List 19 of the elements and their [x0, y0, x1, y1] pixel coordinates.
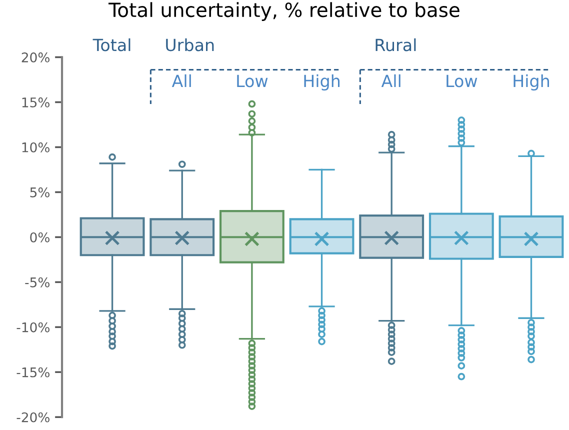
- y-tick-label: -5%: [25, 277, 50, 288]
- y-tick-label: -10%: [16, 322, 50, 332]
- x-tick-label: Low: [446, 74, 478, 88]
- x-tick-label: All: [381, 74, 400, 88]
- x-tick-label: Low: [237, 74, 268, 88]
- chart-title: Total uncertainty, % relative to base: [108, 2, 460, 21]
- y-tick-label: 20%: [22, 52, 50, 62]
- text: Urban: [166, 38, 214, 52]
- y-tick-label: -15%: [16, 367, 50, 378]
- y-tick-label: 10%: [22, 142, 50, 152]
- y-tick-label: 15%: [22, 97, 50, 108]
- y-tick-label: -20%: [16, 412, 50, 422]
- x-tick-label: High: [304, 74, 340, 90]
- y-tick-label: 0%: [30, 232, 50, 242]
- y-tick-label: 5%: [30, 187, 50, 198]
- x-tick-label: High: [514, 74, 549, 90]
- text: Rural: [376, 38, 416, 52]
- x-tick-label: All: [172, 74, 191, 88]
- x-tick-label: Total: [92, 38, 130, 52]
